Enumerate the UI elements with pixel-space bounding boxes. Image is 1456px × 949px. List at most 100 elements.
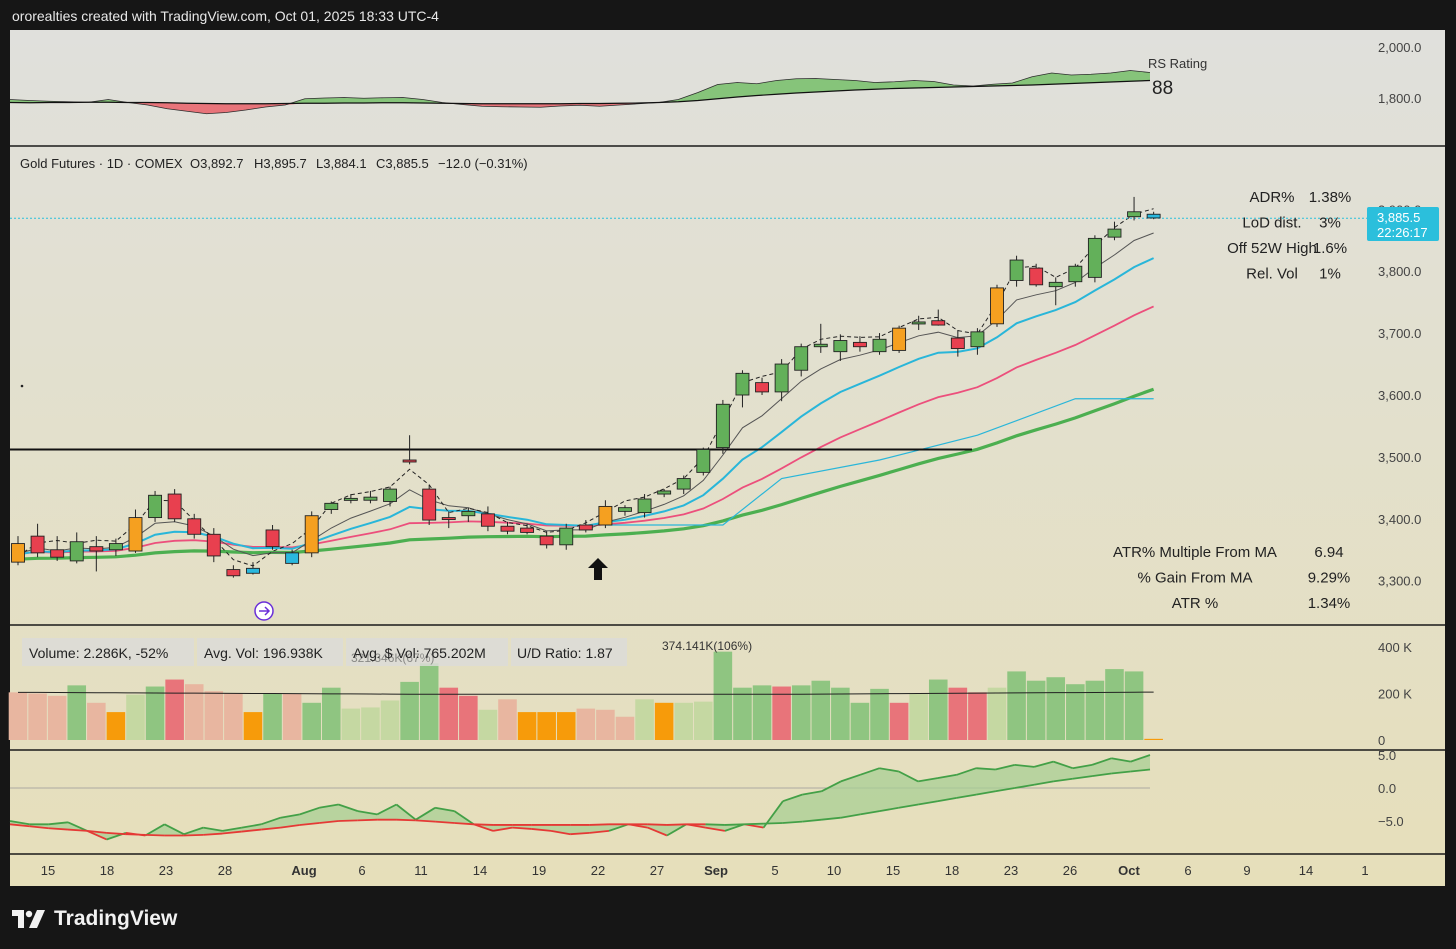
event-marker-icon[interactable]	[254, 601, 274, 621]
candle-body	[422, 488, 437, 521]
candle	[539, 531, 554, 549]
candle	[69, 532, 84, 564]
osc-fast-segment	[164, 823, 185, 836]
x-tick: 6	[358, 863, 365, 878]
osc-fast-segment	[550, 830, 571, 836]
x-tick: 15	[886, 863, 900, 878]
volume-legend: Volume: 2.286K, -52% Avg. Vol: 196.938K …	[22, 638, 627, 666]
osc-fast-segment	[1111, 757, 1131, 763]
candle	[1127, 196, 1142, 221]
candle-body	[383, 488, 397, 502]
candle-body	[1009, 259, 1024, 281]
volume-legend-ud-ratio: U/D Ratio: 1.87	[517, 645, 613, 661]
osc-fast-segment	[512, 826, 532, 830]
candle-body	[931, 320, 946, 326]
x-tick: 22	[591, 863, 605, 878]
osc-slow-segment	[821, 816, 841, 821]
x-tick: 26	[1063, 863, 1077, 878]
osc-fast-segment	[453, 810, 475, 826]
osc-slow-segment	[48, 827, 69, 831]
candle-body	[1127, 211, 1142, 218]
osc-fill	[10, 755, 1150, 840]
osc-tick: −5.0	[1378, 814, 1404, 829]
candle	[950, 330, 965, 357]
volume-bar	[498, 699, 517, 740]
panel-dividers	[10, 145, 1445, 855]
candle	[833, 334, 848, 361]
osc-fast-segment	[589, 830, 610, 834]
candle	[226, 565, 241, 578]
symbol-title: Gold Futures · 1D · COMEX	[20, 156, 183, 171]
volume-annotation-2: 374.141K(106%)	[662, 639, 752, 653]
candle	[618, 505, 632, 516]
x-tick: 18	[100, 863, 114, 878]
volume-bar	[909, 693, 928, 740]
volume-bar	[204, 691, 224, 740]
candle	[246, 562, 260, 575]
osc-fast-segment	[473, 823, 494, 832]
candle	[852, 336, 867, 352]
candle-body	[246, 567, 260, 574]
candle-body	[187, 518, 202, 535]
volume-avg-line	[17, 691, 1154, 695]
candle-body	[539, 535, 554, 546]
x-tick: 19	[532, 863, 546, 878]
x-tick: 1	[1361, 863, 1368, 878]
osc-fast-segment	[705, 826, 726, 832]
osc-fast-segment	[995, 764, 1015, 771]
osc-fast-segment	[917, 777, 938, 783]
osc-slow-segment	[29, 825, 49, 830]
osc-slow-segment	[705, 823, 725, 826]
tradingview-chart[interactable]: 3,900.03,800.03,700.03,600.03,500.03,400…	[0, 0, 1456, 887]
candle-body	[1107, 228, 1122, 238]
candle-body	[148, 494, 163, 519]
osc-slow-segment	[435, 820, 455, 824]
stat-value: 1.38%	[1309, 189, 1352, 206]
candle-body	[892, 327, 907, 351]
candle	[1107, 221, 1122, 241]
osc-slow-segment	[454, 822, 474, 826]
candle	[187, 513, 202, 539]
osc-fast-segment	[183, 826, 204, 836]
osc-slow-segment	[1072, 775, 1093, 780]
candle-body	[774, 363, 789, 393]
candle	[363, 490, 378, 504]
volume-bar	[106, 712, 126, 740]
osc-fast-segment	[859, 767, 880, 776]
osc-slow-segment	[280, 824, 300, 829]
candle-body	[618, 507, 632, 512]
candle	[108, 538, 123, 556]
candle-body	[480, 513, 495, 527]
osc-fast-segment	[666, 823, 687, 837]
candle	[931, 309, 946, 326]
volume-bar	[28, 693, 47, 740]
candle-body	[852, 341, 867, 348]
x-tick: Sep	[704, 863, 728, 878]
osc-fast-segment	[86, 830, 107, 841]
volume-bar	[263, 693, 282, 740]
stat-value: 1.6%	[1313, 240, 1347, 257]
volume-bar	[850, 702, 870, 740]
volume-bar	[831, 687, 850, 740]
candle	[892, 325, 907, 353]
volume-tick: 0	[1378, 733, 1385, 748]
candle	[990, 284, 1004, 327]
candle-body	[461, 510, 476, 517]
volume-bar	[1066, 684, 1085, 740]
candle	[696, 447, 711, 476]
candle-body	[1068, 265, 1083, 283]
candle-body	[735, 372, 750, 396]
ohlc-change: −12.0 (−0.31%)	[438, 156, 528, 171]
candle	[657, 489, 672, 498]
candle-body	[128, 517, 143, 552]
volume-bar	[87, 702, 106, 740]
osc-fast-segment	[976, 767, 996, 771]
candle	[774, 359, 789, 402]
tradingview-logo[interactable]: TradingView	[12, 907, 177, 931]
x-tick: Aug	[291, 863, 316, 878]
price-tick-3300: 3,300.0	[1378, 574, 1421, 589]
stat-label: Rel. Vol	[1246, 266, 1298, 283]
ohlc-open: O3,892.7	[190, 156, 244, 171]
osc-fast-segment	[724, 823, 745, 832]
osc-slow-segment	[1111, 770, 1131, 775]
